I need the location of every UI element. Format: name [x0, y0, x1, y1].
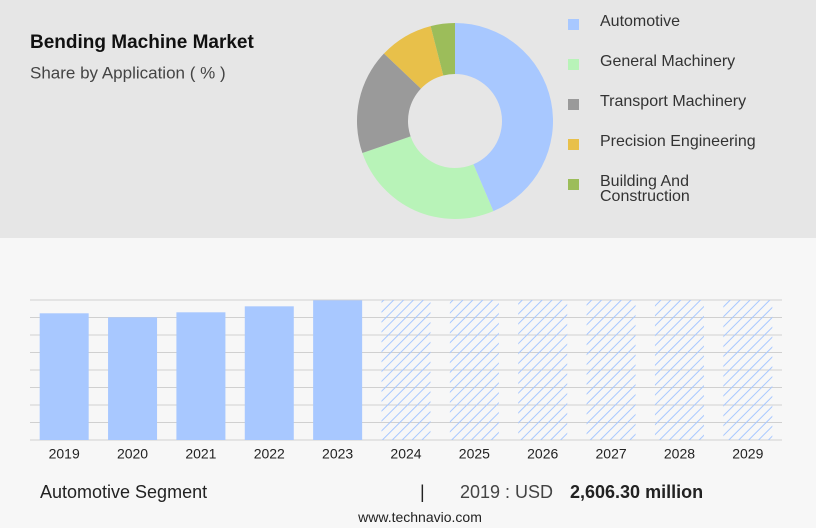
x-tick-label: 2027: [596, 446, 627, 462]
donut-segment: [455, 23, 554, 212]
legend-swatch: [568, 179, 579, 190]
legend-label: General Machinery: [600, 53, 736, 70]
donut-segment: [362, 136, 494, 220]
bar: [39, 313, 89, 440]
bar: [176, 312, 226, 440]
chart-title: Bending Machine Market: [30, 32, 254, 53]
legend-item: Transport Machinery: [568, 94, 788, 134]
legend-swatch: [568, 139, 579, 150]
forecast-placeholder: [518, 300, 568, 440]
legend-label: Building And Construction: [600, 173, 690, 205]
legend-label: Transport Machinery: [600, 93, 747, 110]
legend-label: Automotive: [600, 13, 681, 30]
forecast-placeholder: [654, 300, 704, 440]
website: www.technavio.com: [358, 509, 482, 525]
x-tick-label: 2024: [390, 446, 421, 462]
forecast-placeholder: [723, 300, 773, 440]
forecast-placeholder: [586, 300, 636, 440]
footer-separator: |: [420, 482, 425, 502]
x-tick-label: 2019: [49, 446, 80, 462]
x-tick-label: 2028: [664, 446, 695, 462]
x-tick-label: 2029: [732, 446, 763, 462]
forecast-placeholder: [381, 300, 431, 440]
legend-item: Precision Engineering: [568, 134, 788, 174]
x-tick-label: 2026: [527, 446, 558, 462]
x-tick-label: 2022: [254, 446, 285, 462]
legend-item: Building And Construction: [568, 174, 788, 214]
footer-year: 2019 : USD: [460, 482, 554, 502]
legend-swatch: [568, 59, 579, 70]
chart-subtitle: Share by Application ( % ): [30, 63, 226, 82]
donut-segment: [383, 26, 444, 89]
x-tick-label: 2021: [185, 446, 216, 462]
footer-segment: Automotive Segment: [40, 482, 208, 502]
legend: Automotive General Machinery Transport Mac…: [568, 14, 788, 214]
legend-item: Automotive: [568, 14, 788, 54]
bar: [244, 306, 294, 440]
x-tick-label: 2025: [459, 446, 490, 462]
bar: [108, 317, 158, 440]
legend-swatch: [568, 99, 579, 110]
legend-swatch: [568, 19, 579, 30]
donut-segment: [430, 23, 455, 76]
footer-value: 2,606.30 million: [570, 482, 704, 502]
bar: [313, 300, 363, 440]
legend-item: General Machinery: [568, 54, 788, 94]
legend-label: Precision Engineering: [600, 133, 756, 150]
x-tick-label: 2020: [117, 446, 148, 462]
x-tick-label: 2023: [322, 446, 353, 462]
forecast-placeholder: [449, 300, 499, 440]
donut-segment: [357, 53, 421, 154]
